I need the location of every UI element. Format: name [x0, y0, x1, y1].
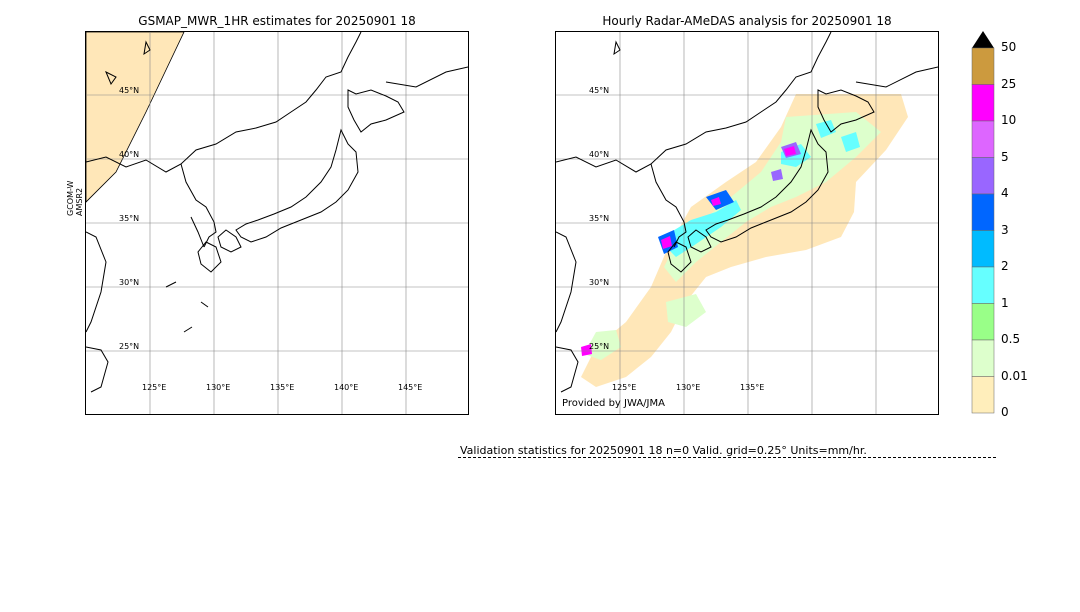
right-lon-label-135: 135°E — [740, 383, 764, 392]
left-lon-label-125: 125°E — [142, 383, 166, 392]
right-lon-label-125: 125°E — [612, 383, 636, 392]
data-credit: Provided by JWA/JMA — [562, 398, 665, 409]
colorbar-tick-label: 2 — [1001, 259, 1009, 273]
right-map-canvas: 45°N 40°N 35°N 30°N 25°N 125°E 130°E 135… — [556, 32, 938, 414]
satellite-name: GCOM-W — [66, 180, 75, 216]
colorbar-tick-label: 25 — [1001, 76, 1017, 91]
left-map-satellite-label: GCOM-W AMSR2 — [66, 181, 84, 216]
validation-stats: Validation statistics for 20250901 18 n=… — [460, 444, 867, 457]
right-lat-label-25: 25°N — [589, 342, 609, 351]
colorbar-swatch — [971, 266, 995, 304]
right-lon-label-130: 130°E — [676, 383, 700, 392]
colorbar-swatch — [971, 193, 995, 231]
colorbar-tick-label: 50 — [1001, 40, 1017, 54]
left-lat-label-25: 25°N — [119, 342, 139, 351]
left-lat-label-40: 40°N — [119, 150, 139, 159]
colorbar-extend-arrow — [972, 31, 994, 48]
colorbar-swatch — [971, 47, 995, 85]
left-lat-label-35: 35°N — [119, 214, 139, 223]
colorbar-tick-label: 0 — [1001, 405, 1009, 419]
colorbar-tick-label: 0.5 — [1001, 332, 1021, 346]
colorbar-tick-label: 5 — [1001, 149, 1009, 164]
left-map-title: GSMAP_MWR_1HR estimates for 20250901 18 — [138, 14, 416, 28]
left-lon-label-135: 135°E — [270, 383, 294, 392]
left-lon-label-140: 140°E — [334, 383, 358, 392]
right-lat-label-45: 45°N — [589, 86, 609, 95]
colorbar-tick-label: 10 — [1001, 113, 1017, 127]
right-grid — [556, 32, 938, 414]
right-precip-field — [581, 94, 908, 387]
colorbar-swatch — [971, 157, 995, 195]
left-lon-label-130: 130°E — [206, 383, 230, 392]
right-map-title: Hourly Radar-AMeDAS analysis for 2025090… — [602, 14, 892, 28]
colorbar-tick-label: 3 — [1001, 222, 1009, 237]
right-coastlines — [556, 32, 938, 393]
right-lat-label-30: 30°N — [589, 278, 609, 287]
colorbar-tick-label: 4 — [1001, 186, 1009, 200]
left-lat-label-45: 45°N — [119, 86, 139, 95]
left-lon-label-145: 145°E — [398, 383, 422, 392]
colorbar-swatch — [971, 84, 995, 122]
left-coastlines — [86, 32, 468, 393]
stats-divider — [458, 457, 996, 458]
left-lat-label-30: 30°N — [119, 278, 139, 287]
right-lat-label-35: 35°N — [589, 214, 609, 223]
left-grid — [86, 32, 468, 414]
colorbar-tick-label: 1 — [1001, 295, 1009, 310]
colorbar-tick-label: 0.01 — [1001, 368, 1028, 383]
colorbar-swatches — [971, 47, 995, 414]
colorbar-swatch — [971, 120, 995, 158]
colorbar-swatch — [971, 339, 995, 377]
left-map: 45°N 40°N 35°N 30°N 25°N 125°E 130°E 135… — [85, 31, 469, 415]
right-map: 45°N 40°N 35°N 30°N 25°N 125°E 130°E 135… — [555, 31, 939, 415]
sensor-name: AMSR2 — [75, 187, 84, 216]
colorbar-swatch — [971, 230, 995, 268]
colorbar — [971, 31, 995, 414]
right-lat-label-40: 40°N — [589, 150, 609, 159]
colorbar-swatch — [971, 376, 995, 414]
colorbar-swatch — [971, 303, 995, 341]
left-map-canvas: 45°N 40°N 35°N 30°N 25°N 125°E 130°E 135… — [86, 32, 468, 414]
left-no-data-region — [86, 32, 185, 203]
